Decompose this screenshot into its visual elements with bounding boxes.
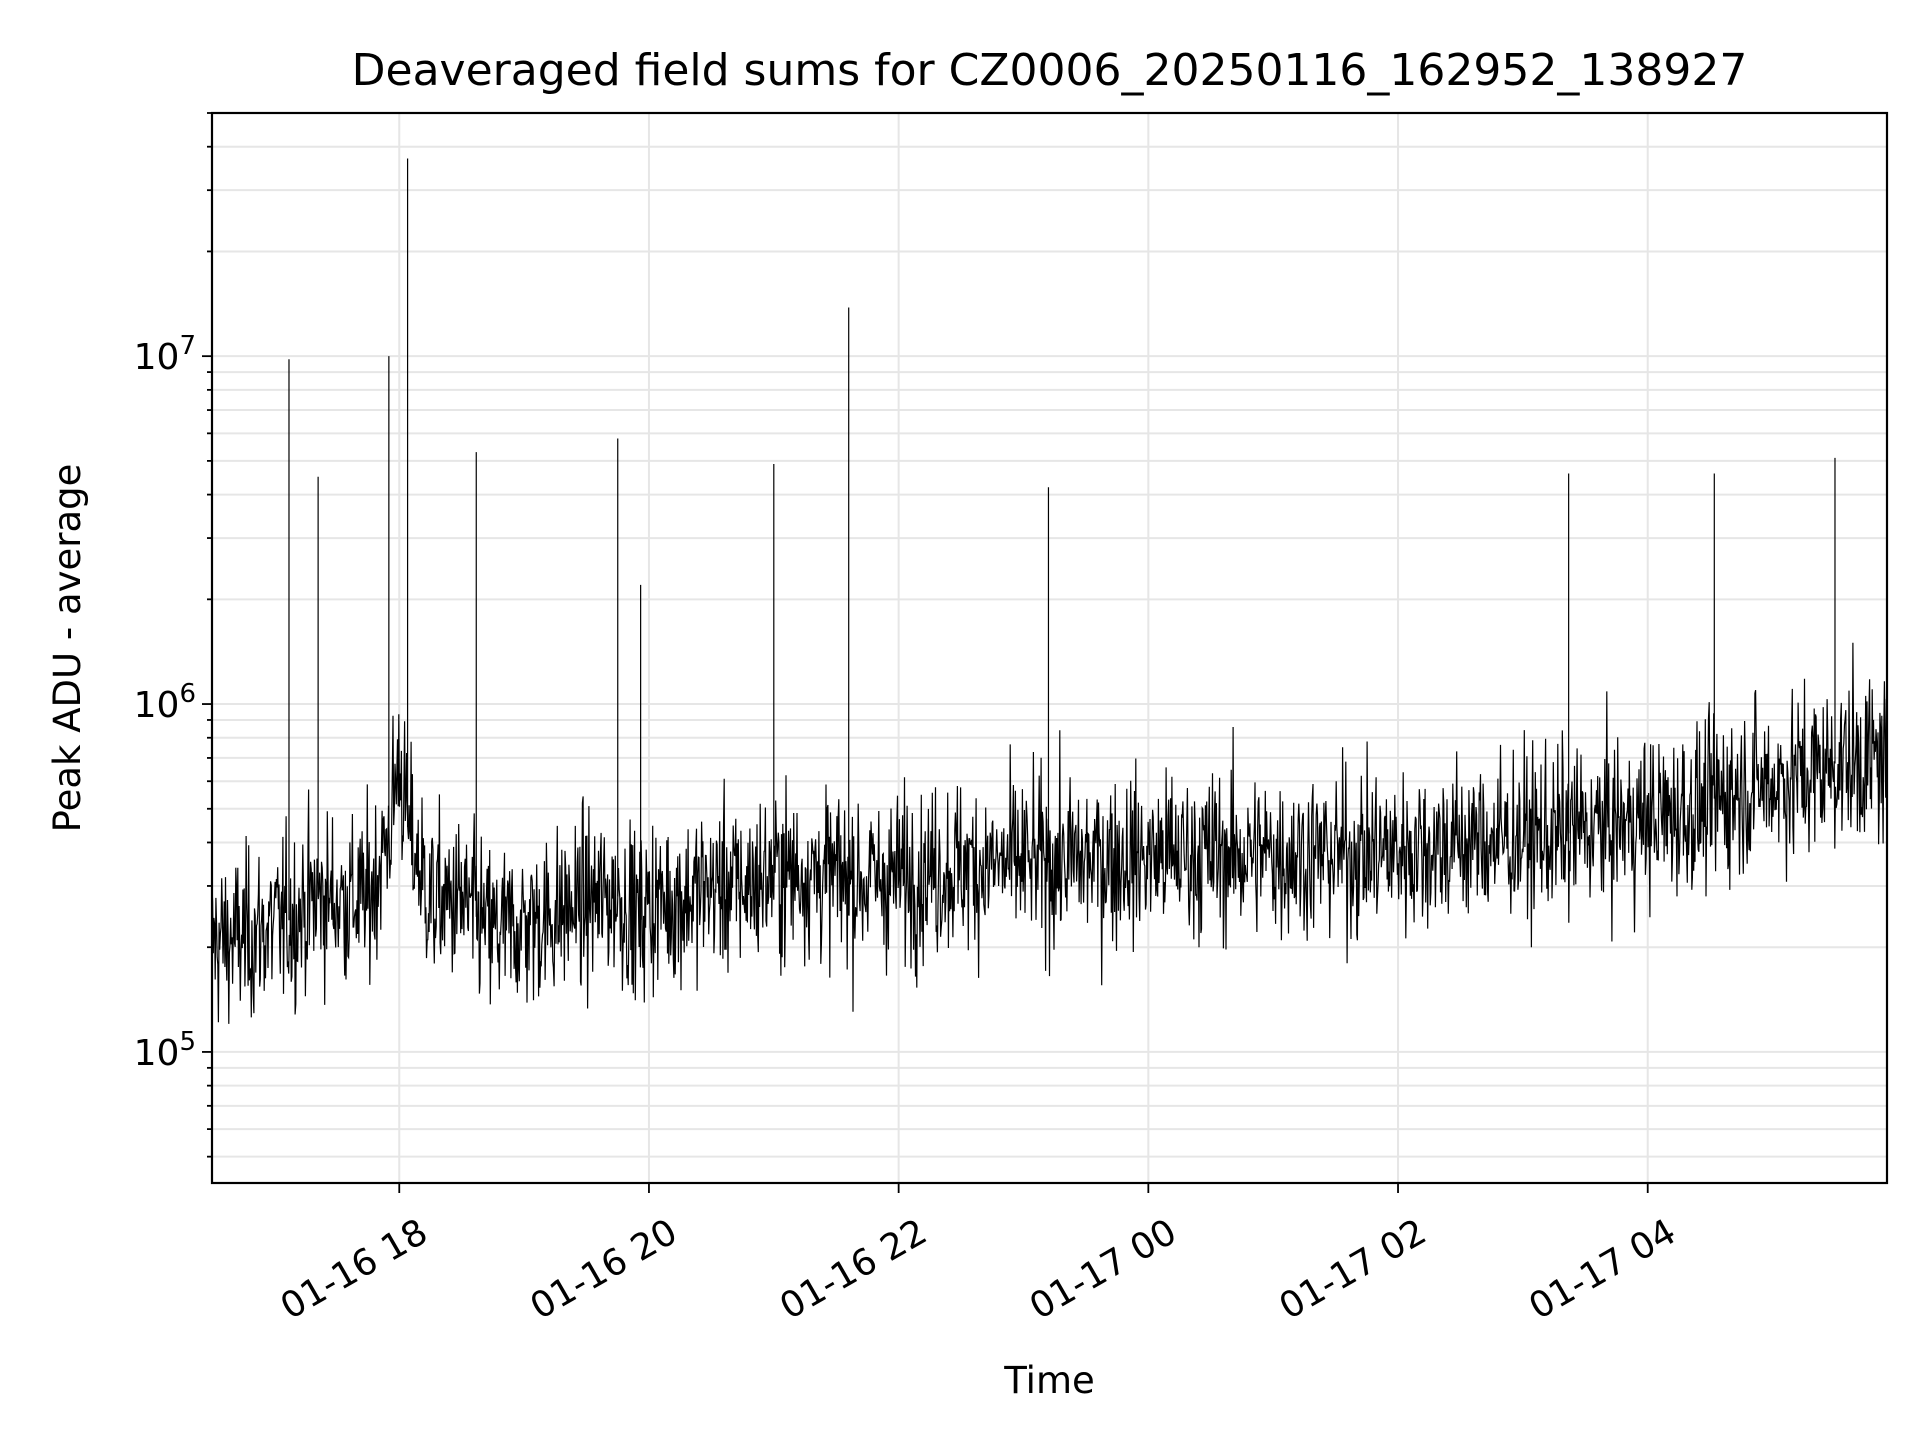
chart-title: Deaveraged field sums for CZ0006_2025011… xyxy=(352,45,1748,96)
series-layer xyxy=(211,158,1888,1024)
series-trace xyxy=(211,642,1888,1024)
y-tick-label: 106 xyxy=(134,679,196,726)
y-axis-label: Peak ADU - average xyxy=(46,464,89,833)
axes-frame xyxy=(210,111,1889,1185)
y-tick-label: 107 xyxy=(134,331,196,378)
x-axis-label: Time xyxy=(1003,1359,1095,1402)
y-tick-label: 105 xyxy=(134,1027,196,1074)
